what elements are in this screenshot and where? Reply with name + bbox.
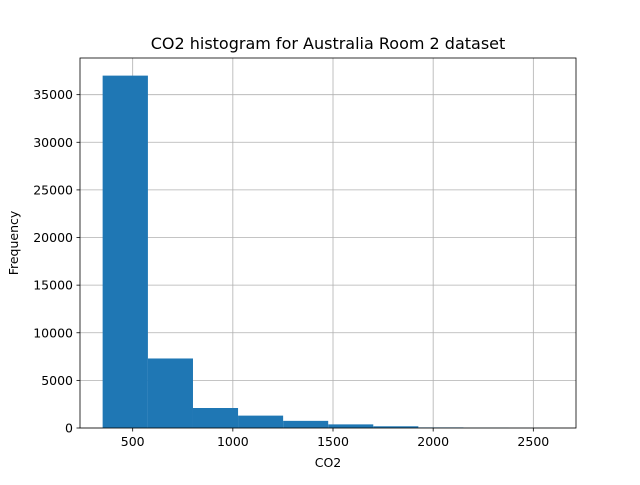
y-tick-label: 5000: [41, 373, 73, 388]
histogram-bar: [148, 358, 193, 428]
chart-title: CO2 histogram for Australia Room 2 datas…: [151, 34, 506, 53]
y-tick-label: 0: [65, 421, 73, 436]
x-tick-label: 1000: [217, 434, 249, 449]
y-tick-label: 35000: [33, 87, 73, 102]
y-tick-label: 10000: [33, 325, 73, 340]
y-tick-label: 20000: [33, 230, 73, 245]
y-tick-label: 25000: [33, 182, 73, 197]
y-tick-label: 15000: [33, 278, 73, 293]
histogram-bar: [328, 424, 373, 428]
x-tick-label: 1500: [317, 434, 349, 449]
x-tick-label: 2500: [517, 434, 549, 449]
x-tick-label: 500: [121, 434, 145, 449]
histogram-bar: [103, 76, 148, 428]
y-axis-label: Frequency: [6, 210, 21, 275]
histogram-bar: [283, 421, 328, 428]
x-axis-label: CO2: [315, 455, 342, 470]
histogram-bar: [193, 408, 238, 428]
y-tick-label: 30000: [33, 135, 73, 150]
x-tick-label: 2000: [417, 434, 449, 449]
histogram-bar: [238, 416, 283, 428]
